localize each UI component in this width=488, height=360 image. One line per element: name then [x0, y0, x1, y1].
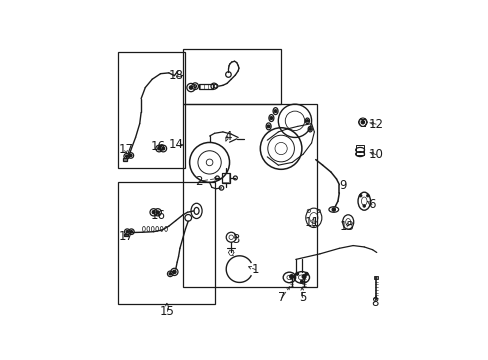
Text: 17: 17 [118, 143, 133, 157]
Text: 16: 16 [151, 140, 166, 153]
Text: 11: 11 [305, 216, 319, 229]
Circle shape [130, 231, 132, 233]
Circle shape [359, 194, 361, 197]
Bar [222, 174, 228, 183]
Circle shape [361, 121, 364, 124]
Circle shape [152, 211, 155, 214]
Bar [183, 104, 317, 287]
Circle shape [267, 125, 269, 128]
Circle shape [305, 273, 307, 275]
Bar [373, 276, 377, 279]
Circle shape [129, 154, 132, 157]
Circle shape [126, 231, 128, 233]
Bar [199, 84, 213, 89]
Text: 3: 3 [232, 233, 240, 246]
Text: 2: 2 [195, 175, 202, 188]
Text: 15: 15 [159, 305, 174, 318]
Circle shape [295, 273, 298, 275]
Bar [117, 182, 214, 304]
Circle shape [305, 120, 308, 122]
Text: 16: 16 [151, 209, 166, 222]
Circle shape [274, 110, 276, 112]
Text: 8: 8 [370, 296, 378, 309]
Text: 4: 4 [224, 130, 231, 143]
Text: 7: 7 [278, 291, 285, 304]
Bar [355, 145, 364, 155]
Circle shape [269, 117, 272, 120]
Circle shape [308, 128, 311, 130]
Circle shape [366, 194, 368, 197]
Circle shape [331, 208, 335, 211]
Circle shape [362, 204, 365, 207]
Bar [123, 158, 127, 161]
Circle shape [158, 147, 160, 150]
Text: 6: 6 [367, 198, 375, 211]
Circle shape [189, 86, 192, 89]
Text: 17: 17 [118, 230, 133, 243]
Bar [117, 51, 185, 168]
Text: 5: 5 [299, 291, 306, 304]
Text: 1: 1 [251, 263, 259, 276]
Text: 12: 12 [368, 118, 383, 131]
Circle shape [302, 275, 305, 279]
Circle shape [300, 280, 303, 283]
Circle shape [162, 147, 164, 150]
Circle shape [156, 211, 159, 214]
Circle shape [125, 155, 127, 157]
Bar [183, 49, 281, 104]
Text: 10: 10 [368, 148, 383, 161]
Text: 14: 14 [168, 139, 183, 152]
Bar [123, 234, 127, 237]
Text: 9: 9 [339, 179, 346, 192]
Circle shape [172, 270, 176, 274]
Circle shape [169, 273, 171, 275]
Circle shape [289, 275, 293, 279]
Bar [221, 173, 229, 183]
Text: 13: 13 [339, 220, 354, 234]
Text: 18: 18 [168, 69, 183, 82]
